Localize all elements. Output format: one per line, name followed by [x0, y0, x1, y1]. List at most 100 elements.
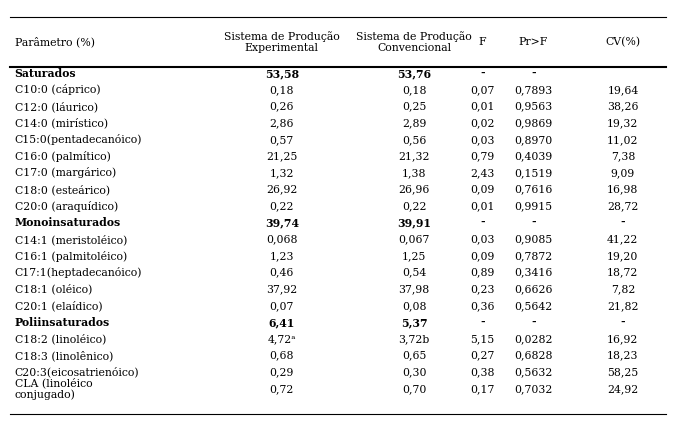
- Text: Poliinsaturados: Poliinsaturados: [15, 317, 110, 328]
- Text: 0,38: 0,38: [470, 367, 495, 377]
- Text: 0,9563: 0,9563: [514, 102, 552, 112]
- Text: 0,56: 0,56: [402, 135, 427, 145]
- Text: 0,54: 0,54: [402, 268, 427, 278]
- Text: C17:0 (margárico): C17:0 (margárico): [15, 168, 116, 179]
- Text: 0,29: 0,29: [270, 367, 294, 377]
- Text: -: -: [480, 68, 485, 79]
- Text: Monoinsaturados: Monoinsaturados: [15, 217, 121, 228]
- Text: CLA (linoléico
conjugado): CLA (linoléico conjugado): [15, 378, 93, 400]
- Text: 1,25: 1,25: [402, 251, 427, 261]
- Text: C14:1 (meristoléico): C14:1 (meristoléico): [15, 234, 127, 245]
- Text: C20:3(eicosatrienóico): C20:3(eicosatrienóico): [15, 367, 139, 378]
- Text: 0,4039: 0,4039: [514, 151, 552, 161]
- Text: 0,7032: 0,7032: [514, 384, 552, 394]
- Text: -: -: [480, 317, 485, 328]
- Text: -: -: [621, 317, 625, 328]
- Text: 16,92: 16,92: [607, 334, 639, 344]
- Text: C20:0 (araquídico): C20:0 (araquídico): [15, 201, 118, 212]
- Text: 5,37: 5,37: [401, 317, 427, 328]
- Text: 0,36: 0,36: [470, 301, 495, 311]
- Text: 0,08: 0,08: [402, 301, 427, 311]
- Text: -: -: [531, 317, 536, 328]
- Text: 39,74: 39,74: [265, 217, 299, 228]
- Text: C15:0(pentadecanóico): C15:0(pentadecanóico): [15, 134, 142, 145]
- Text: 1,32: 1,32: [270, 168, 294, 178]
- Text: 1,23: 1,23: [270, 251, 294, 261]
- Text: C18:0 (esteárico): C18:0 (esteárico): [15, 184, 110, 195]
- Text: 53,76: 53,76: [397, 68, 431, 79]
- Text: 0,6626: 0,6626: [514, 284, 553, 294]
- Text: 0,9085: 0,9085: [514, 235, 552, 244]
- Text: 0,1519: 0,1519: [514, 168, 552, 178]
- Text: 26,92: 26,92: [266, 185, 297, 194]
- Text: 0,89: 0,89: [470, 268, 495, 278]
- Text: 18,72: 18,72: [607, 268, 639, 278]
- Text: 21,25: 21,25: [266, 151, 297, 161]
- Text: 0,7616: 0,7616: [514, 185, 552, 194]
- Text: Sistema de Produção
Convencional: Sistema de Produção Convencional: [356, 31, 472, 53]
- Text: 0,6828: 0,6828: [514, 351, 553, 361]
- Text: 38,26: 38,26: [607, 102, 639, 112]
- Text: Parâmetro (%): Parâmetro (%): [15, 37, 95, 48]
- Text: 18,23: 18,23: [607, 351, 639, 361]
- Text: 0,09: 0,09: [470, 185, 495, 194]
- Text: 1,38: 1,38: [402, 168, 427, 178]
- Text: 2,86: 2,86: [270, 118, 294, 128]
- Text: 37,92: 37,92: [266, 284, 297, 294]
- Text: 21,32: 21,32: [398, 151, 430, 161]
- Text: 0,18: 0,18: [402, 85, 427, 95]
- Text: C14:0 (mirístico): C14:0 (mirístico): [15, 118, 108, 128]
- Text: 0,46: 0,46: [270, 268, 294, 278]
- Text: 0,23: 0,23: [470, 284, 495, 294]
- Text: Saturados: Saturados: [15, 68, 76, 79]
- Text: 7,82: 7,82: [610, 284, 635, 294]
- Text: 24,92: 24,92: [607, 384, 639, 394]
- Text: 0,9869: 0,9869: [514, 118, 552, 128]
- Text: 16,98: 16,98: [607, 185, 639, 194]
- Text: 0,7893: 0,7893: [514, 85, 552, 95]
- Text: F: F: [479, 37, 486, 47]
- Text: C18:1 (oléico): C18:1 (oléico): [15, 284, 92, 295]
- Text: 0,7872: 0,7872: [514, 251, 552, 261]
- Text: 0,65: 0,65: [402, 351, 427, 361]
- Text: -: -: [531, 68, 536, 79]
- Text: 58,25: 58,25: [607, 367, 639, 377]
- Text: 11,02: 11,02: [607, 135, 639, 145]
- Text: Sistema de Produção
Experimental: Sistema de Produção Experimental: [224, 31, 339, 53]
- Text: 0,17: 0,17: [470, 384, 495, 394]
- Text: 0,22: 0,22: [402, 201, 427, 211]
- Text: 0,70: 0,70: [402, 384, 427, 394]
- Text: 2,43: 2,43: [470, 168, 495, 178]
- Text: C18:3 (linolênico): C18:3 (linolênico): [15, 350, 113, 361]
- Text: 0,068: 0,068: [266, 235, 297, 244]
- Text: C16:1 (palmitoléico): C16:1 (palmitoléico): [15, 250, 127, 261]
- Text: 0,26: 0,26: [270, 102, 294, 112]
- Text: C16:0 (palmítico): C16:0 (palmítico): [15, 151, 111, 162]
- Text: -: -: [531, 217, 536, 228]
- Text: 53,58: 53,58: [264, 68, 299, 79]
- Text: 2,89: 2,89: [402, 118, 427, 128]
- Text: -: -: [621, 217, 625, 228]
- Text: 21,82: 21,82: [607, 301, 639, 311]
- Text: C20:1 (elaídico): C20:1 (elaídico): [15, 301, 102, 311]
- Text: 39,91: 39,91: [397, 217, 431, 228]
- Text: 0,01: 0,01: [470, 102, 495, 112]
- Text: 41,22: 41,22: [607, 235, 639, 244]
- Text: 0,79: 0,79: [470, 151, 495, 161]
- Text: 0,3416: 0,3416: [514, 268, 552, 278]
- Text: 0,22: 0,22: [270, 201, 294, 211]
- Text: 3,72b: 3,72b: [398, 334, 430, 344]
- Text: 0,067: 0,067: [398, 235, 430, 244]
- Text: 19,64: 19,64: [607, 85, 639, 95]
- Text: C12:0 (láurico): C12:0 (láurico): [15, 101, 98, 112]
- Text: 0,25: 0,25: [402, 102, 427, 112]
- Text: 37,98: 37,98: [399, 284, 430, 294]
- Text: 4,72ᵃ: 4,72ᵃ: [268, 334, 296, 344]
- Text: 7,38: 7,38: [610, 151, 635, 161]
- Text: CV(%): CV(%): [605, 37, 640, 47]
- Text: 26,96: 26,96: [398, 185, 430, 194]
- Text: C10:0 (cáprico): C10:0 (cáprico): [15, 84, 100, 95]
- Text: 0,9915: 0,9915: [514, 201, 552, 211]
- Text: 0,0282: 0,0282: [514, 334, 553, 344]
- Text: 0,5642: 0,5642: [514, 301, 552, 311]
